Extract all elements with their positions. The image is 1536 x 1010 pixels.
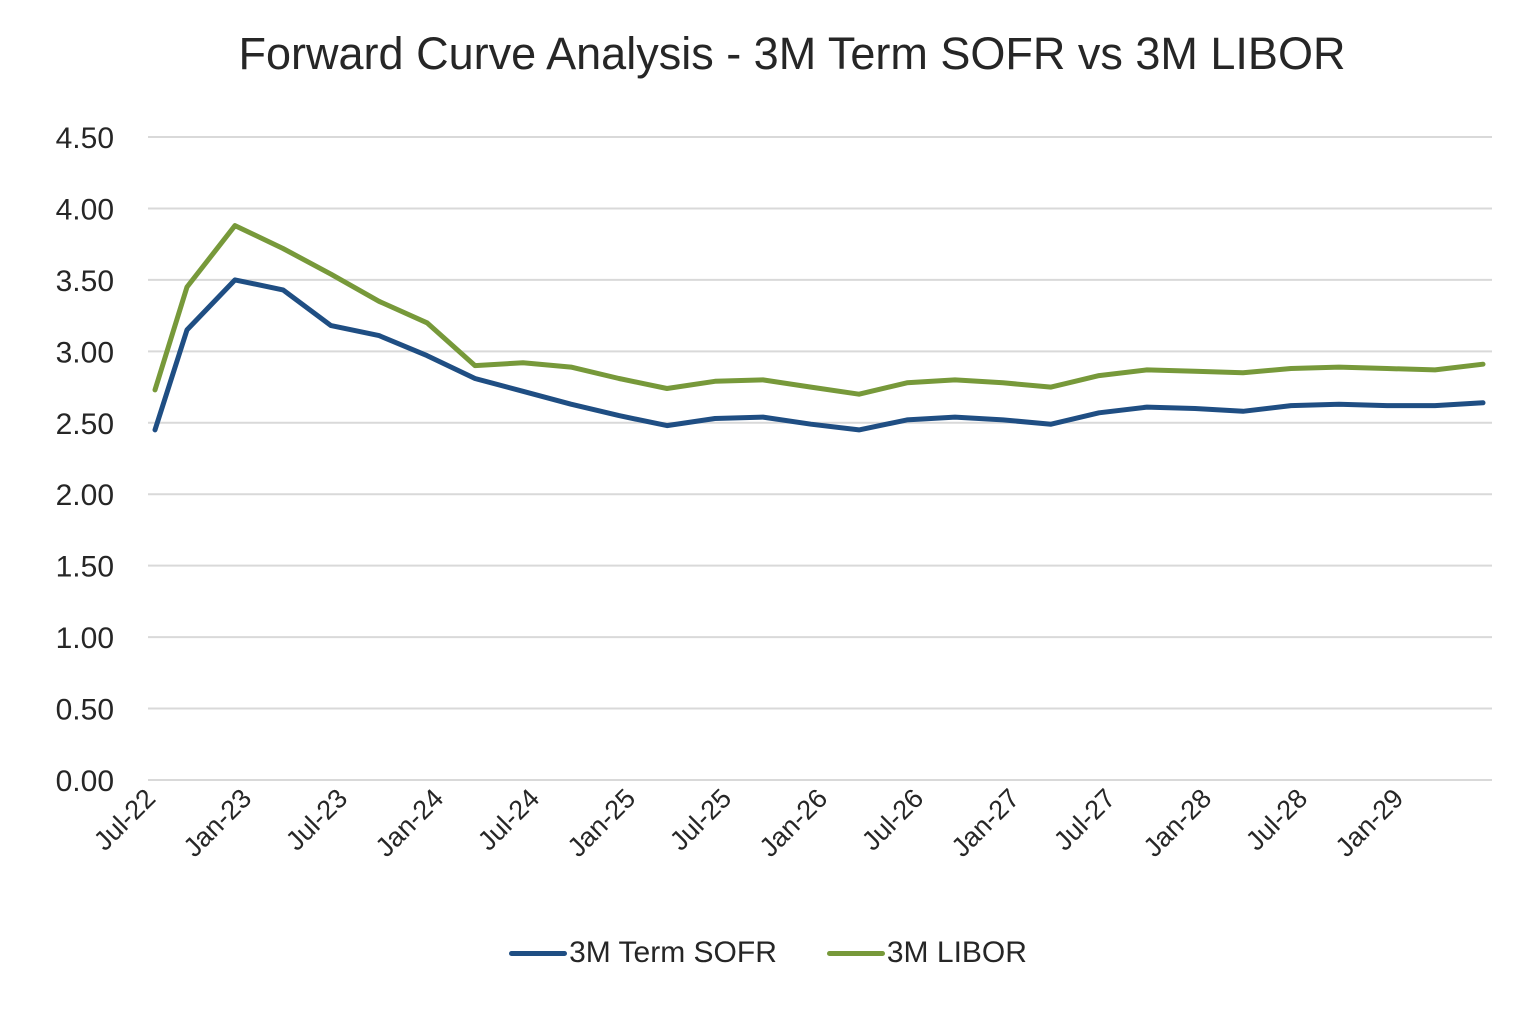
x-tick-label: Jul-23 <box>280 783 353 856</box>
y-tick-label: 0.50 <box>56 694 114 727</box>
chart-title: Forward Curve Analysis - 3M Term SOFR vs… <box>238 28 1346 79</box>
y-tick-label: 0.00 <box>56 765 114 798</box>
x-tick-label: Jan-29 <box>1330 783 1410 863</box>
y-tick-label: 2.00 <box>56 479 114 512</box>
y-tick-label: 4.50 <box>56 122 114 155</box>
x-tick-label: Jan-23 <box>178 783 258 863</box>
legend-item-libor: 3M LIBOR <box>826 936 1027 970</box>
x-tick-label: Jul-27 <box>1048 783 1121 856</box>
y-tick-label: 1.50 <box>56 551 114 584</box>
y-tick-label: 3.00 <box>56 336 114 369</box>
y-tick-label: 1.00 <box>56 622 114 655</box>
legend-item-sofr: 3M Term SOFR <box>509 936 777 970</box>
x-tick-label: Jan-24 <box>370 783 450 863</box>
y-tick-label: 2.50 <box>56 408 114 441</box>
x-tick-label: Jul-28 <box>1240 783 1313 856</box>
y-tick-label: 4.00 <box>56 193 114 226</box>
x-tick-label: Jan-28 <box>1138 783 1218 863</box>
x-tick-label: Jul-26 <box>856 783 929 856</box>
legend-label-libor: 3M LIBOR <box>886 936 1027 969</box>
x-tick-label: Jul-24 <box>472 783 545 856</box>
legend-swatch-sofr <box>509 950 568 956</box>
legend: 3M Term SOFR 3M LIBOR <box>0 936 1536 970</box>
legend-label-sofr: 3M Term SOFR <box>569 936 777 969</box>
x-tick-label: Jan-27 <box>946 783 1026 863</box>
x-tick-label: Jan-25 <box>562 783 642 863</box>
legend-swatch-libor <box>826 950 885 956</box>
series-line-sofr <box>152 277 1486 433</box>
x-tick-label: Jul-25 <box>664 783 737 856</box>
series-line-libor <box>152 223 1486 397</box>
y-tick-label: 3.50 <box>56 265 114 298</box>
x-tick-label: Jan-26 <box>754 783 834 863</box>
